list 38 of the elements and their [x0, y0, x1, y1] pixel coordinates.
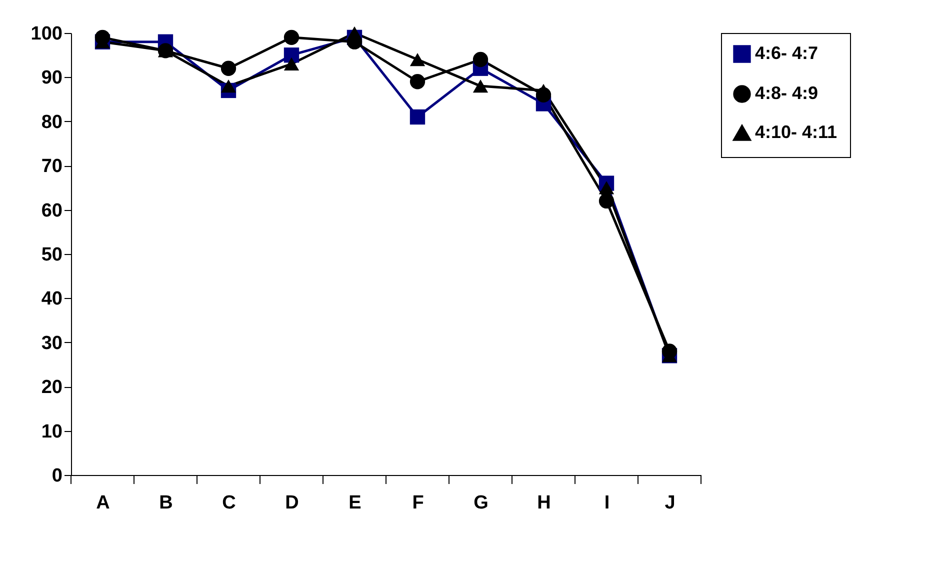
point [346, 26, 362, 40]
x-tick-label: J [664, 492, 676, 514]
point [220, 79, 236, 93]
point [536, 84, 552, 98]
y-tick-label: 40 [41, 288, 62, 310]
x-tick-label: I [604, 492, 610, 514]
x-tick-label: B [159, 492, 173, 514]
y-tick-label: 0 [52, 466, 62, 486]
y-tick-label: 10 [41, 421, 62, 442]
x-tick-label: G [474, 492, 488, 514]
point [284, 30, 300, 45]
point [598, 181, 614, 194]
point [410, 52, 426, 66]
y-tick-label: 90 [41, 68, 62, 89]
point [472, 52, 488, 68]
legend-label: 4:10- 4:11 [755, 122, 838, 142]
legend-label: 4:8- 4:9 [755, 83, 818, 103]
x-tick-label: C [222, 492, 236, 514]
x-tick-label: E [348, 492, 362, 514]
y-tick-label: 60 [41, 200, 62, 222]
y-tick-label: 50 [41, 244, 62, 266]
point [284, 57, 300, 71]
y-tick-label: 70 [41, 156, 62, 178]
point [284, 48, 300, 63]
x-tick-label: D [285, 492, 299, 514]
y-tick-label: 30 [41, 332, 62, 354]
point [472, 79, 488, 93]
x-tick-label: F [412, 492, 424, 514]
point [410, 74, 426, 90]
x-tick-label: H [537, 492, 551, 514]
y-tick-label: 80 [41, 112, 62, 133]
point [598, 193, 614, 209]
legend-label: 4:6- 4:7 [755, 43, 818, 63]
x-tick-label: A [96, 492, 110, 514]
point [410, 109, 426, 125]
y-tick-label: 20 [41, 377, 62, 398]
y-tick-label: 100 [30, 24, 62, 44]
point [220, 60, 236, 76]
